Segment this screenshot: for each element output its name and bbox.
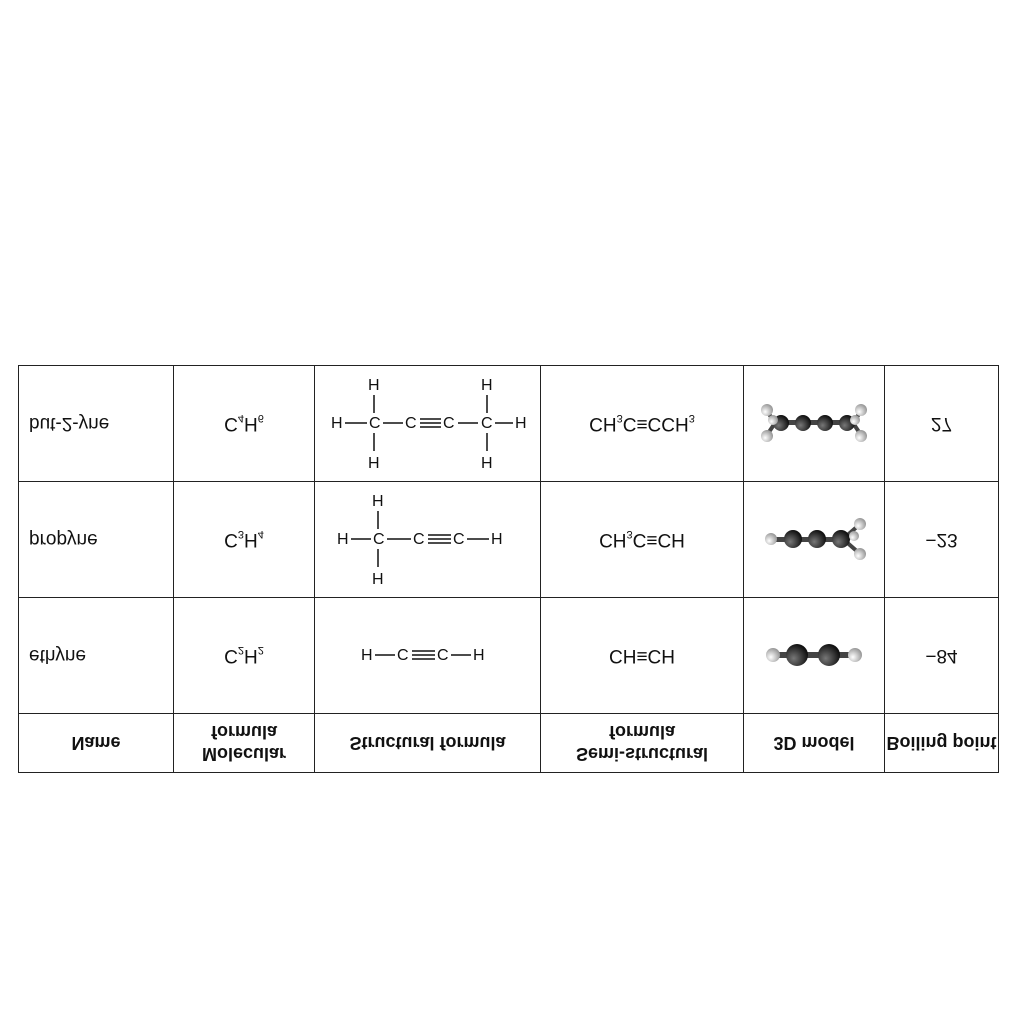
hydrogen-atom-label: H	[481, 375, 493, 392]
compound-name: ethyne	[18, 597, 174, 714]
table-row-propyne: propyne C3H4 H H C H C C H CH3C≡CH	[18, 481, 999, 598]
molecular-formula: C4H6	[173, 365, 315, 482]
hydrogen-atom-label: H	[473, 645, 485, 662]
molecular-formula: C3H4	[173, 481, 315, 598]
ethyne-ball-and-stick-icon	[743, 597, 885, 714]
alkyne-table: Name Molecular formula Structural formul…	[18, 365, 999, 773]
hydrogen-atom-label: H	[372, 569, 384, 586]
header-row: Name Molecular formula Structural formul…	[18, 713, 999, 773]
hydrogen-atom-label: H	[368, 375, 380, 392]
carbon-atom-label: C	[373, 529, 385, 546]
carbon-atom-label: C	[369, 413, 381, 430]
semi-structural-formula: CH3C≡CCH3	[540, 365, 744, 482]
alkyne-table-mirrored: Name Molecular formula Structural formul…	[18, 365, 999, 773]
boiling-point: −84	[884, 597, 999, 714]
compound-name: but-2-yne	[18, 365, 174, 482]
table-row-ethyne: ethyne C2H2 H C C H CH≡CH	[18, 597, 999, 714]
carbon-atom-label: C	[413, 529, 425, 546]
hydrogen-atom-label: H	[361, 645, 373, 662]
boiling-point: 27	[884, 365, 999, 482]
hydrogen-atom-label: H	[481, 453, 493, 470]
carbon-atom-label: C	[453, 529, 465, 546]
but-2-yne-ball-and-stick-icon	[743, 365, 885, 482]
but-2-yne-structure-icon: H H C H C C H C H H	[314, 365, 541, 482]
table-row-but-2-yne: but-2-yne C4H6 H H C H C C H C	[18, 365, 999, 482]
hydrogen-atom-label: H	[515, 413, 527, 430]
hydrogen-atom-label: H	[372, 491, 384, 508]
compound-name: propyne	[18, 481, 174, 598]
hydrogen-atom-label: H	[491, 529, 503, 546]
header-semi-structural-formula: Semi-structural formula	[540, 713, 744, 773]
carbon-atom-label: C	[397, 645, 409, 662]
hydrogen-atom-label: H	[337, 529, 349, 546]
propyne-ball-and-stick-icon	[743, 481, 885, 598]
carbon-atom-label: C	[405, 413, 417, 430]
header-3d-model: 3D model	[743, 713, 885, 773]
propyne-structure-icon: H H C H C C H	[314, 481, 541, 598]
carbon-atom-label: C	[443, 413, 455, 430]
semi-structural-formula: CH≡CH	[540, 597, 744, 714]
boiling-point: −23	[884, 481, 999, 598]
hydrogen-atom-label: H	[368, 453, 380, 470]
header-molecular-formula: Molecular formula	[173, 713, 315, 773]
carbon-atom-label: C	[437, 645, 449, 662]
header-structural-formula: Structural formula	[314, 713, 541, 773]
molecular-formula: C2H2	[173, 597, 315, 714]
header-boiling-point: Boiling point	[884, 713, 999, 773]
header-name: Name	[18, 713, 174, 773]
semi-structural-formula: CH3C≡CH	[540, 481, 744, 598]
carbon-atom-label: C	[481, 413, 493, 430]
ethyne-structure-icon: H C C H	[314, 597, 541, 714]
hydrogen-atom-label: H	[331, 413, 343, 430]
